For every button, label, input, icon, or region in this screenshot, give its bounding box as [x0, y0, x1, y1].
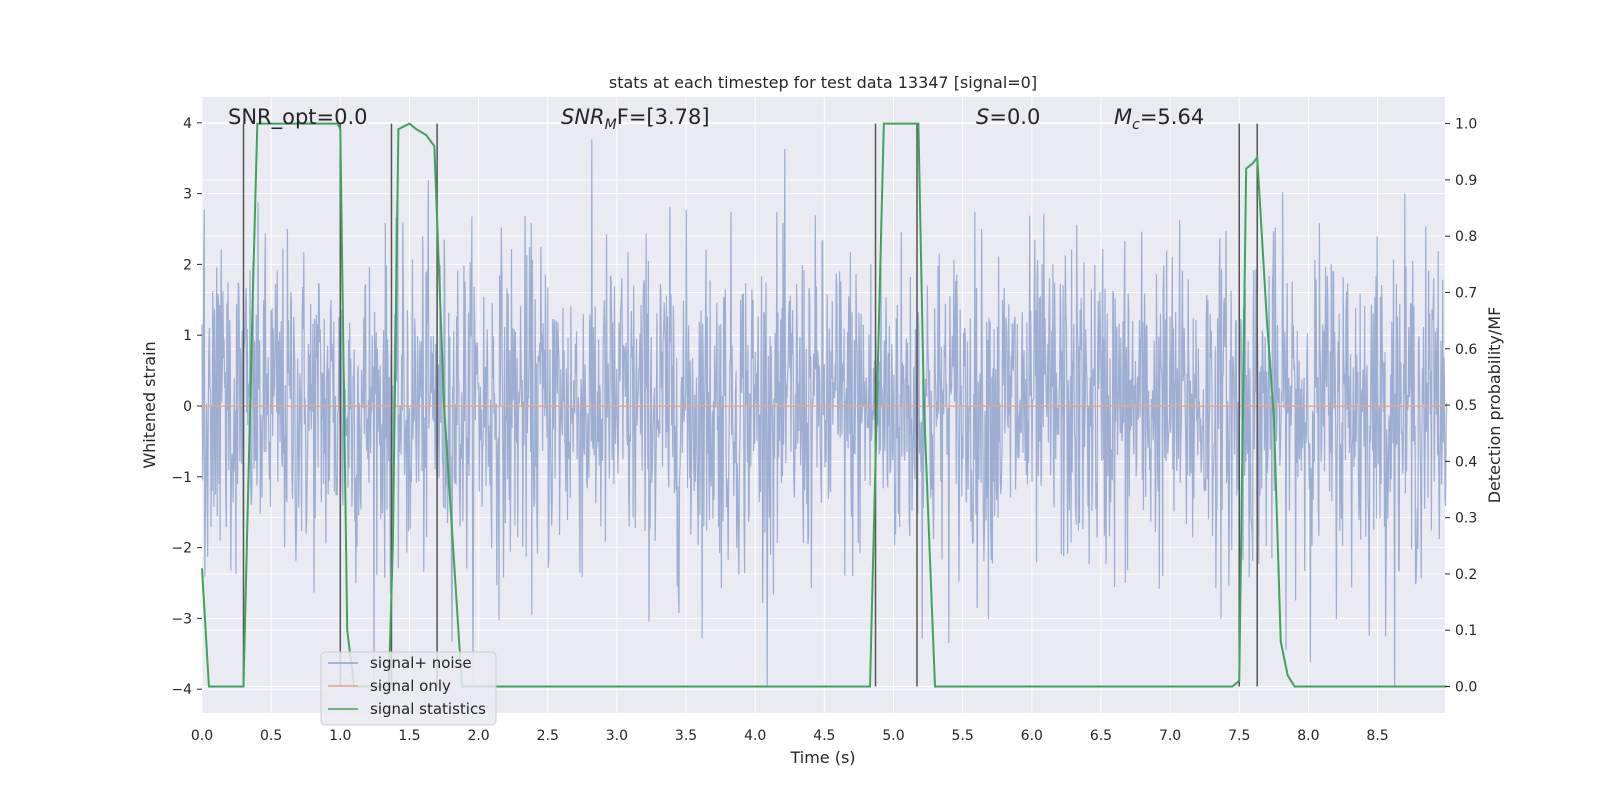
y2-axis-ticks: 0.0 0.1 0.2 0.3 0.4 0.5 0.6 0.7 0.8 0.9 1.0 [1445, 117, 1477, 696]
annotation-snr-opt: SNR_opt=0.0 [228, 105, 368, 130]
y2-tick-label: 0.3 [1455, 511, 1477, 527]
x-axis-ticks: 0.0 0.5 1.0 1.5 2.0 2.5 3.0 3.5 4.0 4.5 5.0 5.5 6.0 6… [191, 728, 1389, 744]
legend: signal+ noise signal only signal statist… [320, 651, 497, 726]
y-axis-ticks: −4 −3 −2 −1 0 1 2 3 4 [171, 116, 202, 698]
y2-tick-label: 0.0 [1455, 680, 1477, 696]
y-tick-label: −3 [171, 611, 192, 627]
s-label: S [976, 105, 989, 129]
legend-label-signal-noise: signal+ noise [370, 654, 472, 672]
x-axis-label: Time (s) [789, 748, 855, 767]
y-tick-label: −4 [171, 682, 192, 698]
chart-title: stats at each timestep for test data 133… [609, 73, 1037, 92]
x-tick-label: 6.0 [1021, 728, 1043, 744]
y2-tick-label: 0.4 [1455, 454, 1477, 470]
y2-tick-label: 0.6 [1455, 342, 1477, 358]
y-tick-label: 1 [183, 328, 192, 344]
legend-box [320, 651, 497, 726]
snr-mf-value: F=[3.78] [617, 105, 710, 129]
snr-mf-subscript: M [605, 117, 617, 133]
x-tick-label: 0.0 [191, 728, 213, 744]
x-tick-label: 5.0 [882, 728, 904, 744]
y2-tick-label: 0.1 [1455, 623, 1477, 639]
annotation-mc: Mc=5.64 [1114, 105, 1204, 133]
snr-mf-label: SNR [561, 105, 605, 129]
x-tick-label: 5.5 [952, 728, 974, 744]
y-tick-label: 2 [183, 257, 192, 273]
y-tick-label: −1 [171, 470, 192, 486]
y2-tick-label: 0.7 [1455, 285, 1477, 301]
y-tick-label: 4 [183, 116, 192, 132]
x-tick-label: 6.5 [1090, 728, 1112, 744]
mc-value: =5.64 [1140, 105, 1204, 129]
y2-tick-label: 0.9 [1455, 173, 1477, 189]
x-tick-label: 2.5 [537, 728, 559, 744]
y2-tick-label: 1.0 [1455, 117, 1477, 133]
s-value: =0.0 [989, 105, 1040, 129]
y2-tick-label: 0.8 [1455, 229, 1477, 245]
x-tick-label: 7.5 [1228, 728, 1250, 744]
x-tick-label: 2.0 [467, 728, 489, 744]
x-tick-label: 4.0 [744, 728, 766, 744]
x-tick-label: 8.5 [1366, 728, 1388, 744]
legend-label-signal-only: signal only [370, 677, 451, 695]
y-tick-label: −2 [171, 541, 192, 557]
signal-statistics-line [201, 122, 1447, 688]
x-tick-label: 1.0 [329, 728, 351, 744]
legend-label-signal-statistics: signal statistics [370, 700, 486, 718]
y-tick-label: 0 [183, 399, 192, 415]
x-tick-label: 3.5 [675, 728, 697, 744]
y-axis-label: Whitened strain [140, 341, 159, 468]
mc-label: M [1114, 105, 1132, 129]
x-tick-label: 4.5 [813, 728, 835, 744]
x-tick-label: 3.0 [606, 728, 628, 744]
x-tick-label: 0.5 [260, 728, 282, 744]
annotation-s: S=0.0 [976, 105, 1040, 129]
x-tick-label: 1.5 [398, 728, 420, 744]
y2-tick-label: 0.5 [1455, 398, 1477, 414]
y2-axis-label: Detection probability/MF [1485, 307, 1504, 504]
signal-statistics-series [201, 122, 1447, 688]
annotation-snr-mf: SNRMF=[3.78] [561, 105, 710, 133]
mc-subscript: c [1132, 117, 1140, 133]
y-tick-label: 3 [183, 187, 192, 203]
x-tick-label: 8.0 [1297, 728, 1319, 744]
x-tick-label: 7.0 [1159, 728, 1181, 744]
y2-tick-label: 0.2 [1455, 567, 1477, 583]
